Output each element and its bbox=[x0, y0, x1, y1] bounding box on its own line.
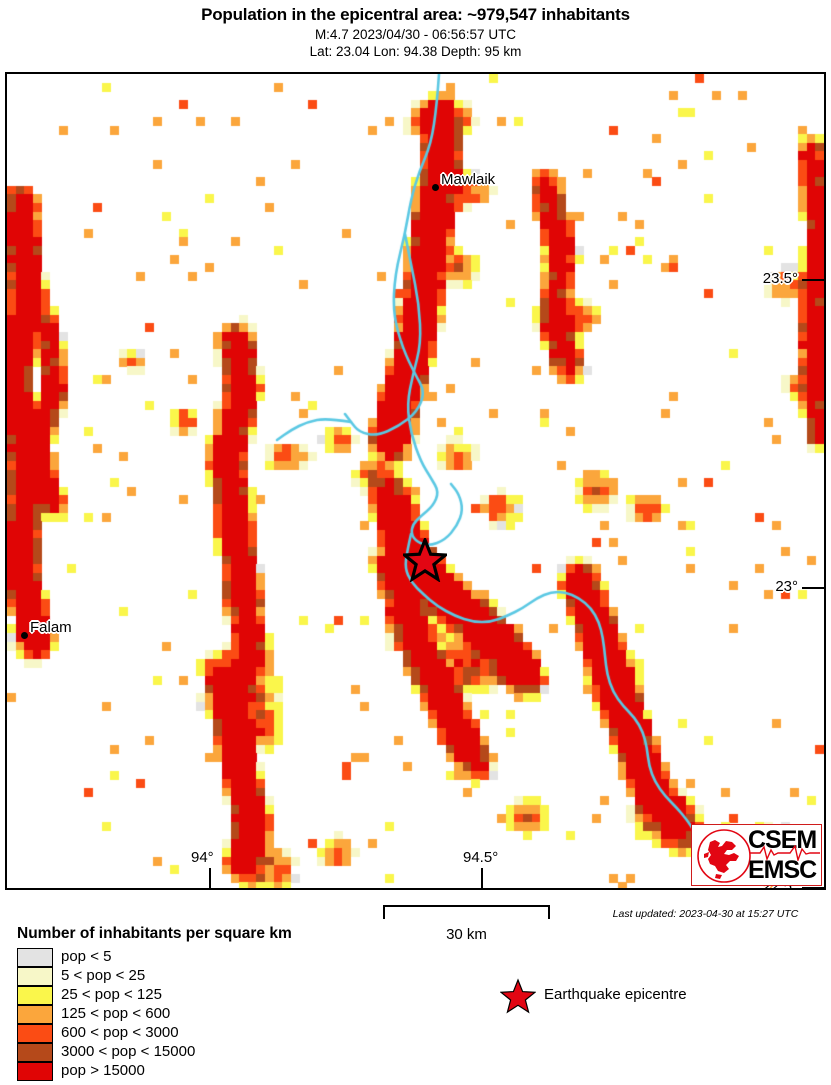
legend-label: pop < 5 bbox=[61, 948, 112, 965]
last-updated-text: Last updated: 2023-04-30 at 15:27 UTC bbox=[612, 908, 799, 920]
legend-swatch bbox=[17, 948, 53, 967]
legend-swatch bbox=[17, 967, 53, 986]
legend-star-icon bbox=[499, 978, 537, 1014]
longitude-label: 94.5° bbox=[463, 849, 499, 866]
logo-word-csem: CSEM bbox=[748, 826, 817, 854]
city-dot-icon bbox=[21, 632, 28, 639]
city-label: Mawlaik bbox=[441, 171, 496, 188]
event-summary: M:4.7 2023/04/30 - 06:56:57 UTC bbox=[314, 27, 517, 42]
legend-swatch bbox=[17, 1062, 53, 1081]
scale-bar-label: 30 km bbox=[446, 926, 487, 943]
legend-swatch bbox=[17, 1024, 53, 1043]
latitude-label: 23.5° bbox=[762, 270, 798, 287]
population-grid-canvas bbox=[7, 74, 824, 888]
event-location: Lat: 23.04 Lon: 94.38 Depth: 95 km bbox=[309, 44, 522, 59]
longitude-tick bbox=[209, 868, 211, 888]
legend-swatch bbox=[17, 986, 53, 1005]
scale-bar-line bbox=[383, 905, 550, 907]
legend-label: 600 < pop < 3000 bbox=[61, 1024, 179, 1041]
scale-bar-right-tick bbox=[548, 905, 550, 919]
scale-bar-left-tick bbox=[383, 905, 385, 919]
header: Population in the epicentral area: ~979,… bbox=[0, 0, 831, 60]
latitude-label: 23° bbox=[775, 578, 798, 595]
legend-label: pop > 15000 bbox=[61, 1062, 145, 1079]
logo-word-emsc: EMSC bbox=[748, 856, 817, 884]
scale-bar bbox=[383, 905, 550, 923]
legend-epicentre-label: Earthquake epicentre bbox=[544, 986, 687, 1003]
longitude-tick bbox=[481, 868, 483, 888]
legend-label: 125 < pop < 600 bbox=[61, 1005, 171, 1022]
city-dot-icon bbox=[432, 184, 439, 191]
legend-title: Number of inhabitants per square km bbox=[17, 925, 292, 942]
seismogram-icon bbox=[750, 845, 820, 861]
city-label: Falam bbox=[30, 619, 72, 636]
legend-label: 25 < pop < 125 bbox=[61, 986, 162, 1003]
latitude-tick bbox=[802, 279, 824, 281]
legend-label: 5 < pop < 25 bbox=[61, 967, 146, 984]
legend-swatch bbox=[17, 1043, 53, 1062]
legend-label: 3000 < pop < 15000 bbox=[61, 1043, 196, 1060]
logo-text: CSEM EMSC bbox=[748, 825, 822, 887]
legend-swatch bbox=[17, 1005, 53, 1024]
latitude-tick bbox=[802, 587, 824, 589]
longitude-label: 94° bbox=[191, 849, 214, 866]
epicentre-star-icon bbox=[400, 535, 450, 583]
globe-icon bbox=[697, 829, 751, 883]
latitude-tick bbox=[802, 887, 824, 888]
csem-emsc-logo: CSEM EMSC bbox=[691, 824, 822, 886]
page-title: Population in the epicentral area: ~979,… bbox=[201, 5, 630, 24]
